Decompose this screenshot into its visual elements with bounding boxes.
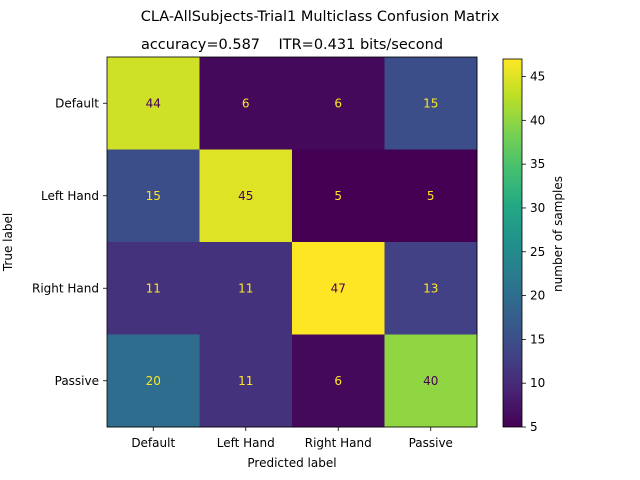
matrix-cell	[292, 242, 385, 335]
colorbar-tick-label: 35	[530, 157, 545, 171]
matrix-cell	[292, 334, 385, 428]
cell-value-label: 11	[238, 281, 253, 295]
y-tick-label: Default	[55, 96, 99, 110]
y-axis-label: True label	[1, 213, 15, 272]
colorbar-tick-label: 30	[530, 201, 545, 215]
cell-value-label: 5	[427, 189, 435, 203]
matrix-cell	[292, 149, 385, 243]
cell-value-label: 6	[242, 96, 250, 110]
colorbar-tick-label: 15	[530, 332, 545, 346]
matrix-cell	[107, 57, 200, 150]
y-axis-ticks: Default Left Hand Right Hand Passive	[32, 96, 107, 388]
x-tick-label: Passive	[409, 436, 453, 450]
matrix-cell	[199, 57, 293, 150]
y-tick-label: Passive	[55, 374, 99, 388]
cell-value-label: 15	[423, 96, 438, 110]
colorbar-tick-label: 10	[530, 376, 545, 390]
cell-value-label: 40	[423, 374, 438, 388]
x-axis-label: Predicted label	[247, 456, 336, 470]
y-tick-label: Right Hand	[32, 281, 99, 295]
x-tick-label: Left Hand	[217, 436, 275, 450]
cell-value-label: 6	[334, 374, 342, 388]
colorbar-tick-label: 45	[530, 70, 545, 84]
chart-subtitle: accuracy=0.587 ITR=0.431 bits/second	[141, 37, 443, 53]
colorbar-tick-label: 40	[530, 113, 545, 127]
cell-value-label: 44	[146, 96, 161, 110]
cell-value-label: 47	[331, 281, 346, 295]
matrix-cell	[384, 149, 478, 243]
matrix-frame	[106, 56, 478, 428]
cell-value-label: 13	[423, 281, 438, 295]
x-axis-ticks: Default Left Hand Right Hand Passive	[131, 427, 453, 450]
matrix-cell	[107, 334, 200, 428]
cell-value-label: 11	[238, 374, 253, 388]
cell-value-label: 5	[334, 189, 342, 203]
x-tick-label: Right Hand	[305, 436, 372, 450]
colorbar-label: number of samples	[551, 176, 565, 292]
colorbar-tick-label: 20	[530, 289, 545, 303]
y-tick-label: Left Hand	[41, 189, 99, 203]
matrix-cell	[384, 334, 478, 428]
matrix-cell	[199, 334, 293, 428]
cell-value-label: 15	[146, 189, 161, 203]
cell-value-label: 11	[146, 281, 161, 295]
chart-title: CLA-AllSubjects-Trial1 Multiclass Confus…	[141, 9, 500, 25]
matrix-cell	[107, 149, 200, 243]
cell-value-label: 20	[146, 374, 161, 388]
x-tick-label: Default	[131, 436, 175, 450]
matrix-cell	[199, 149, 293, 243]
matrix-cells	[107, 57, 478, 428]
matrix-cell	[384, 242, 478, 335]
matrix-cell	[199, 242, 293, 335]
matrix-cell	[384, 57, 478, 150]
colorbar-tick-label: 25	[530, 245, 545, 259]
colorbar-ticks: 5 10 15 20 25 30 35 40 45	[522, 70, 545, 434]
matrix-cell	[107, 242, 200, 335]
colorbar	[502, 58, 523, 428]
matrix-cell	[292, 57, 385, 150]
colorbar-tick-label: 5	[530, 420, 538, 434]
cell-value-label: 6	[334, 96, 342, 110]
cell-value-labels: 44 6 6 15 15 45 5 5 11 11 47 13 20 11 6 40	[146, 96, 439, 388]
cell-value-label: 45	[238, 189, 253, 203]
